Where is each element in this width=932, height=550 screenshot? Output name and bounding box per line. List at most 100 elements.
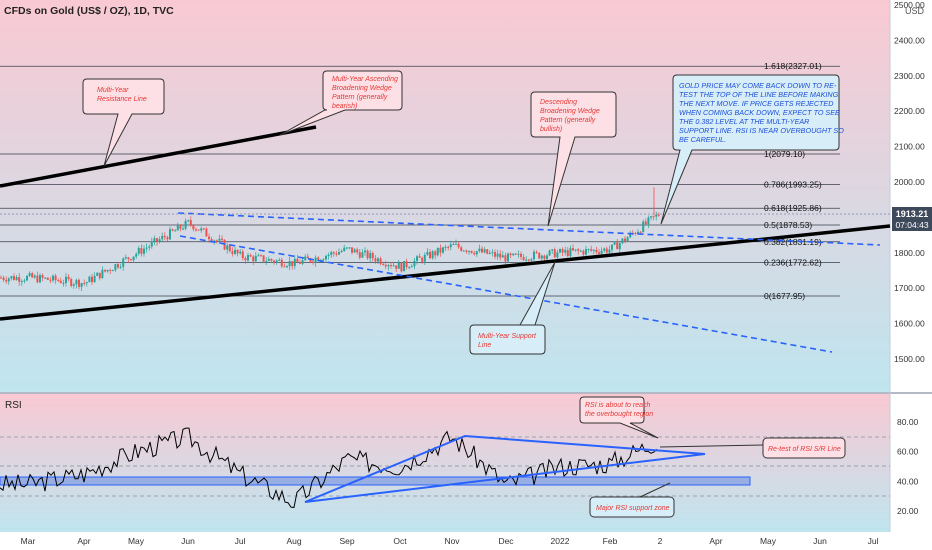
chart-title: CFDs on Gold (US$ / OZ), 1D, TVC (4, 5, 174, 17)
candle-body (241, 251, 244, 259)
candle-body (507, 253, 509, 262)
candle-body (650, 216, 652, 218)
time-tick-label: Mar (21, 536, 36, 546)
candle-body (247, 255, 249, 261)
candle-body (413, 260, 416, 267)
candle-body (436, 247, 439, 256)
candle-body (353, 249, 356, 253)
support-callout-line-1: Multi-Year Support (478, 333, 537, 340)
rsi-pane-background (0, 394, 890, 532)
candle-body (322, 259, 325, 261)
support-callout[interactable]: Multi-Year Support Line (469, 261, 556, 355)
rsi-triangle-pattern[interactable] (304, 434, 706, 503)
time-tick-label: Oct (393, 536, 407, 546)
candle-body (564, 250, 567, 253)
candle-body (39, 275, 41, 283)
rsi-axis[interactable]: 80.00 60.00 40.00 20.00 (897, 417, 919, 516)
candle-body (577, 249, 580, 251)
candle-body (639, 231, 642, 233)
support-callout-line-2: Line (478, 342, 491, 349)
candle-body (283, 266, 286, 268)
candle-body (189, 220, 192, 225)
time-tick-label: May (760, 536, 777, 546)
candle-body (163, 235, 166, 238)
rsi-overbought-callout[interactable]: RSI is about to reach the overbought reg… (579, 396, 659, 439)
candle-body (343, 247, 346, 252)
rsi-support-zone[interactable] (0, 476, 751, 486)
candle-body (36, 275, 39, 283)
descending-wedge-lower-line[interactable] (179, 235, 833, 353)
candle-body (49, 279, 52, 281)
candle-body (579, 250, 582, 252)
time-axis-background (0, 532, 932, 550)
candle-body (603, 248, 606, 251)
trade-idea-note[interactable]: GOLD PRICE MAY COME BACK DOWN TO RE- TES… (660, 74, 844, 225)
fibonacci-levels[interactable]: 1.618(2327.01) 1(2079.10) 0.786(1993.25) 0.… (0, 61, 840, 301)
candle-body (397, 262, 400, 269)
candle-body (598, 252, 600, 254)
candle-body (137, 248, 140, 254)
candle-body (218, 238, 221, 241)
desc-wedge-line-2: Broadening Wedge (540, 108, 600, 115)
rsi-overbought-line-2: the overbought region (585, 411, 653, 418)
candle-body (540, 255, 543, 259)
candle-body (455, 243, 457, 245)
candle-body (62, 282, 65, 284)
rsi-pane-title: RSI (5, 400, 22, 411)
candle-body (418, 256, 421, 258)
candle-body (299, 262, 301, 264)
candle-body (119, 266, 122, 268)
candle-body (449, 244, 452, 248)
candle-body (403, 261, 405, 272)
candle-body (59, 280, 62, 284)
candle-body (551, 249, 554, 251)
fib-level-label: 0.786(1993.25) (764, 179, 822, 189)
candle-body (156, 238, 158, 242)
candle-body (15, 277, 18, 281)
candle-body (184, 220, 187, 229)
candle-body (657, 214, 660, 216)
candle-body (496, 253, 499, 257)
candle-body (244, 258, 247, 261)
resistance-callout[interactable]: Multi-Year Resistance Line (82, 78, 165, 167)
candle-body (312, 261, 314, 263)
rsi-overbought-line-1: RSI is about to reach (585, 402, 650, 409)
descending-wedge-upper-line[interactable] (177, 212, 881, 246)
time-tick-label: Apr (709, 536, 722, 546)
desc-wedge-line-3: Pattern (generally (540, 117, 596, 124)
candle-body (434, 251, 437, 256)
candle-body (364, 250, 366, 253)
candle-body (452, 244, 455, 246)
candle-body (109, 269, 112, 271)
multi-year-support-line[interactable] (0, 224, 891, 321)
candle-body (525, 259, 528, 261)
ascending-wedge-callout[interactable]: Multi-Year Ascending Broadening Wedge Pa… (279, 70, 403, 136)
candle-body (104, 269, 106, 272)
price-tick-label: 2200.00 (894, 106, 925, 116)
candle-body (317, 257, 320, 262)
candle-body (122, 258, 125, 267)
candle-body (332, 252, 335, 254)
candle-body (587, 249, 590, 251)
time-tick-label: Nov (444, 536, 460, 546)
price-tick-label: 1600.00 (894, 319, 925, 329)
rsi-support-callout[interactable]: Major RSI support zone (589, 482, 675, 518)
candle-body (135, 253, 138, 257)
candle-body (366, 250, 369, 259)
candle-body (192, 224, 195, 230)
rsi-retest-callout[interactable]: Re-test of RSI S/R Line (659, 437, 846, 459)
candle-body (75, 279, 78, 285)
candle-body (171, 229, 174, 231)
candle-body (340, 251, 343, 253)
candle-body (91, 276, 93, 283)
price-tick-label: 2100.00 (894, 142, 925, 152)
candle-body (543, 255, 546, 260)
candle-body (527, 259, 530, 261)
candle-body (369, 252, 372, 259)
multi-year-resistance-line[interactable] (0, 125, 317, 188)
rsi-tick-label: 60.00 (897, 447, 919, 457)
time-axis[interactable]: Mar Apr May Jun Jul Aug Sep Oct Nov Dec 2022 Feb 2 Ap… (21, 536, 879, 546)
descending-wedge-callout[interactable]: Descending Broadening Wedge Pattern (gen… (530, 91, 617, 227)
candle-body (169, 229, 171, 240)
